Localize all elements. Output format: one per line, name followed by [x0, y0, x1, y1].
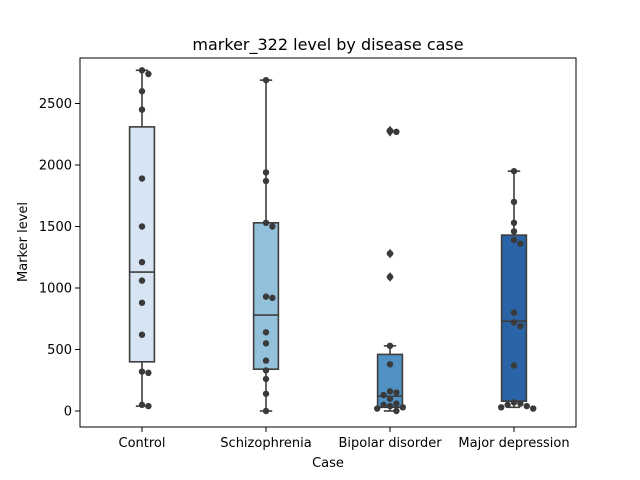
- y-tick-label: 2000: [39, 159, 72, 174]
- data-point: [510, 399, 518, 406]
- data-point: [386, 250, 394, 257]
- data-point: [510, 309, 518, 316]
- data-point: [517, 322, 524, 330]
- data-point: [517, 400, 524, 407]
- data-point: [138, 401, 146, 409]
- data-point: [262, 169, 270, 176]
- data-point: [504, 401, 511, 409]
- data-point: [386, 395, 394, 402]
- data-point: [386, 342, 394, 350]
- x-tick-label: Major depression: [458, 436, 569, 451]
- data-point: [393, 407, 400, 415]
- data-point: [523, 402, 530, 410]
- plot-area: [128, 67, 537, 415]
- data-point: [138, 331, 146, 338]
- data-point: [262, 357, 270, 364]
- x-tick-label: Schizophrenia: [220, 436, 311, 451]
- data-point: [380, 391, 387, 399]
- x-tick-label: Bipolar disorder: [338, 436, 442, 451]
- data-point: [399, 404, 406, 411]
- data-point: [386, 273, 394, 281]
- data-point: [262, 340, 270, 347]
- data-point: [510, 198, 518, 206]
- data-point: [386, 361, 394, 368]
- data-point: [262, 375, 270, 383]
- y-tick-label: 1000: [39, 282, 72, 297]
- x-axis-title: Case: [312, 456, 344, 471]
- box: [128, 126, 156, 363]
- box: [500, 234, 528, 402]
- data-point: [262, 177, 270, 185]
- y-axis-title: Marker level: [16, 202, 31, 282]
- data-point: [510, 236, 518, 244]
- data-point: [374, 405, 381, 412]
- data-point: [510, 362, 518, 369]
- data-point: [262, 390, 270, 397]
- data-point: [262, 219, 270, 227]
- data-point: [262, 367, 270, 374]
- data-point: [393, 389, 400, 396]
- data-point: [138, 67, 146, 74]
- data-point: [138, 223, 146, 230]
- data-point: [138, 88, 146, 95]
- y-tick-label: 0: [64, 405, 72, 420]
- y-tick-label: 2500: [39, 97, 72, 112]
- data-point: [517, 240, 524, 247]
- y-tick-label: 1500: [39, 220, 72, 235]
- data-point: [145, 402, 152, 410]
- data-point: [138, 299, 146, 306]
- x-tick-label: Control: [119, 436, 166, 451]
- data-point: [269, 223, 276, 230]
- data-point: [138, 175, 146, 182]
- data-point: [510, 219, 518, 227]
- data-point: [145, 70, 152, 78]
- data-point: [145, 369, 152, 377]
- data-point: [530, 405, 537, 412]
- data-point: [386, 127, 394, 134]
- data-point: [262, 76, 270, 84]
- data-point: [393, 128, 400, 135]
- data-point: [510, 167, 518, 175]
- data-point: [510, 228, 518, 235]
- data-point: [386, 388, 394, 395]
- data-point: [138, 277, 146, 284]
- data-point: [138, 258, 146, 266]
- y-tick-label: 500: [47, 343, 72, 358]
- data-point: [510, 319, 518, 326]
- data-point: [262, 407, 270, 415]
- data-point: [498, 404, 505, 411]
- plot-frame: [79, 57, 577, 428]
- chart-title: marker_322 level by disease case: [192, 35, 463, 55]
- data-point: [380, 401, 387, 409]
- data-point: [262, 329, 270, 336]
- data-point: [262, 293, 270, 300]
- data-point: [138, 368, 146, 375]
- data-point: [138, 106, 146, 113]
- data-point: [386, 402, 394, 410]
- data-point: [269, 294, 276, 302]
- data-point: [393, 400, 400, 407]
